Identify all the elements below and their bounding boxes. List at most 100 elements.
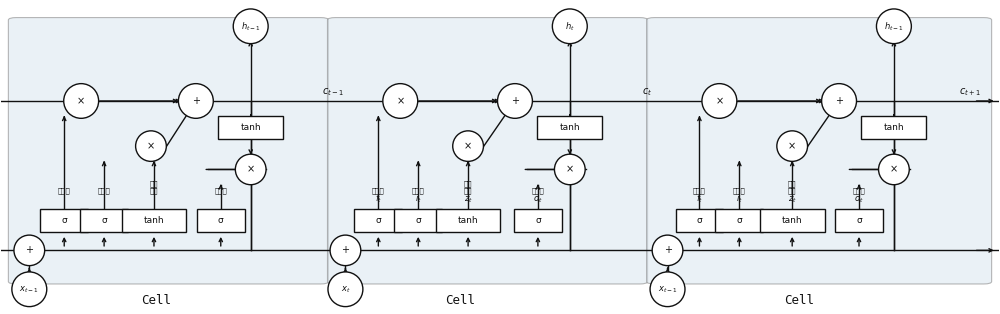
Ellipse shape (777, 131, 808, 161)
Text: σ: σ (101, 216, 107, 225)
Text: σ: σ (697, 216, 702, 225)
Text: $f_t$: $f_t$ (375, 193, 382, 205)
Ellipse shape (178, 84, 213, 118)
Text: σ: σ (535, 216, 541, 225)
Ellipse shape (498, 84, 532, 118)
Text: $h_{t-1}$: $h_{t-1}$ (241, 20, 261, 33)
Text: 候选
状态: 候选 状态 (788, 181, 796, 194)
Text: $c_t$: $c_t$ (642, 86, 652, 98)
Ellipse shape (64, 84, 99, 118)
FancyBboxPatch shape (436, 209, 500, 232)
Text: ×: × (77, 96, 85, 106)
Ellipse shape (702, 84, 737, 118)
Text: 输出门: 输出门 (733, 188, 746, 194)
Ellipse shape (652, 235, 683, 266)
Ellipse shape (330, 235, 361, 266)
FancyBboxPatch shape (122, 209, 186, 232)
FancyBboxPatch shape (327, 18, 648, 284)
Text: σ: σ (61, 216, 67, 225)
Text: ×: × (715, 96, 723, 106)
Text: tanh: tanh (144, 216, 164, 225)
Ellipse shape (876, 9, 911, 44)
Text: $i_t$: $i_t$ (415, 193, 422, 205)
Text: 遗忘门: 遗忘门 (693, 188, 706, 194)
Text: $o_t$: $o_t$ (854, 195, 864, 205)
Ellipse shape (822, 84, 857, 118)
FancyBboxPatch shape (715, 209, 763, 232)
Text: σ: σ (218, 216, 224, 225)
FancyBboxPatch shape (760, 209, 825, 232)
Ellipse shape (14, 235, 45, 266)
FancyBboxPatch shape (197, 209, 245, 232)
Text: $x_{t-1}$: $x_{t-1}$ (19, 284, 39, 295)
Text: $f_t$: $f_t$ (696, 193, 703, 205)
FancyBboxPatch shape (8, 18, 328, 284)
Text: Cell: Cell (445, 294, 475, 307)
Ellipse shape (235, 154, 266, 185)
FancyBboxPatch shape (40, 209, 88, 232)
Text: +: + (511, 96, 519, 106)
Text: $z_t$: $z_t$ (788, 195, 797, 205)
Text: 输出门: 输出门 (98, 188, 110, 194)
Ellipse shape (554, 154, 585, 185)
Text: tanh: tanh (240, 123, 261, 132)
Text: Cell: Cell (784, 294, 814, 307)
Text: tanh: tanh (559, 123, 580, 132)
FancyBboxPatch shape (647, 18, 992, 284)
Text: 候选
状态: 候选 状态 (150, 181, 158, 194)
Text: $h_t$: $h_t$ (565, 20, 575, 33)
Text: $x_{t-1}$: $x_{t-1}$ (658, 284, 677, 295)
Text: ×: × (147, 141, 155, 151)
FancyBboxPatch shape (537, 116, 602, 139)
FancyBboxPatch shape (514, 209, 562, 232)
Ellipse shape (383, 84, 418, 118)
Text: $i_t$: $i_t$ (736, 193, 743, 205)
Ellipse shape (879, 154, 909, 185)
Text: tanh: tanh (458, 216, 478, 225)
Text: $o_t$: $o_t$ (533, 195, 543, 205)
Ellipse shape (552, 9, 587, 44)
FancyBboxPatch shape (676, 209, 723, 232)
Text: σ: σ (856, 216, 862, 225)
FancyBboxPatch shape (80, 209, 128, 232)
Text: 遗忘门: 遗忘门 (372, 188, 385, 194)
Text: 输出门: 输出门 (412, 188, 425, 194)
Text: $z_t$: $z_t$ (464, 195, 473, 205)
Ellipse shape (453, 131, 483, 161)
Ellipse shape (12, 272, 47, 306)
Text: ×: × (890, 165, 898, 175)
Text: +: + (192, 96, 200, 106)
Text: σ: σ (375, 216, 381, 225)
FancyBboxPatch shape (218, 116, 283, 139)
Text: tanh: tanh (782, 216, 802, 225)
Text: Cell: Cell (141, 294, 171, 307)
Text: +: + (25, 245, 33, 255)
Text: 输出门: 输出门 (532, 188, 544, 194)
Text: ×: × (247, 165, 255, 175)
Text: 输出门: 输出门 (214, 188, 227, 194)
FancyBboxPatch shape (394, 209, 442, 232)
FancyBboxPatch shape (861, 116, 926, 139)
Text: $c_{t-1}$: $c_{t-1}$ (322, 86, 345, 98)
Text: $c_{t+1}$: $c_{t+1}$ (959, 86, 981, 98)
Text: $h_{t-1}$: $h_{t-1}$ (884, 20, 904, 33)
Ellipse shape (650, 272, 685, 306)
Text: $x_t$: $x_t$ (341, 284, 350, 295)
Text: 遗忘门: 遗忘门 (58, 188, 71, 194)
Text: ×: × (788, 141, 796, 151)
Text: +: + (664, 245, 672, 255)
Text: +: + (835, 96, 843, 106)
Text: 候选
状态: 候选 状态 (464, 181, 472, 194)
FancyBboxPatch shape (354, 209, 402, 232)
Ellipse shape (328, 272, 363, 306)
Text: σ: σ (736, 216, 742, 225)
Ellipse shape (233, 9, 268, 44)
Text: +: + (341, 245, 349, 255)
Text: ×: × (396, 96, 404, 106)
Text: tanh: tanh (884, 123, 904, 132)
Text: ×: × (566, 165, 574, 175)
Text: 输出门: 输出门 (853, 188, 865, 194)
FancyBboxPatch shape (835, 209, 883, 232)
Ellipse shape (136, 131, 166, 161)
Text: σ: σ (415, 216, 421, 225)
